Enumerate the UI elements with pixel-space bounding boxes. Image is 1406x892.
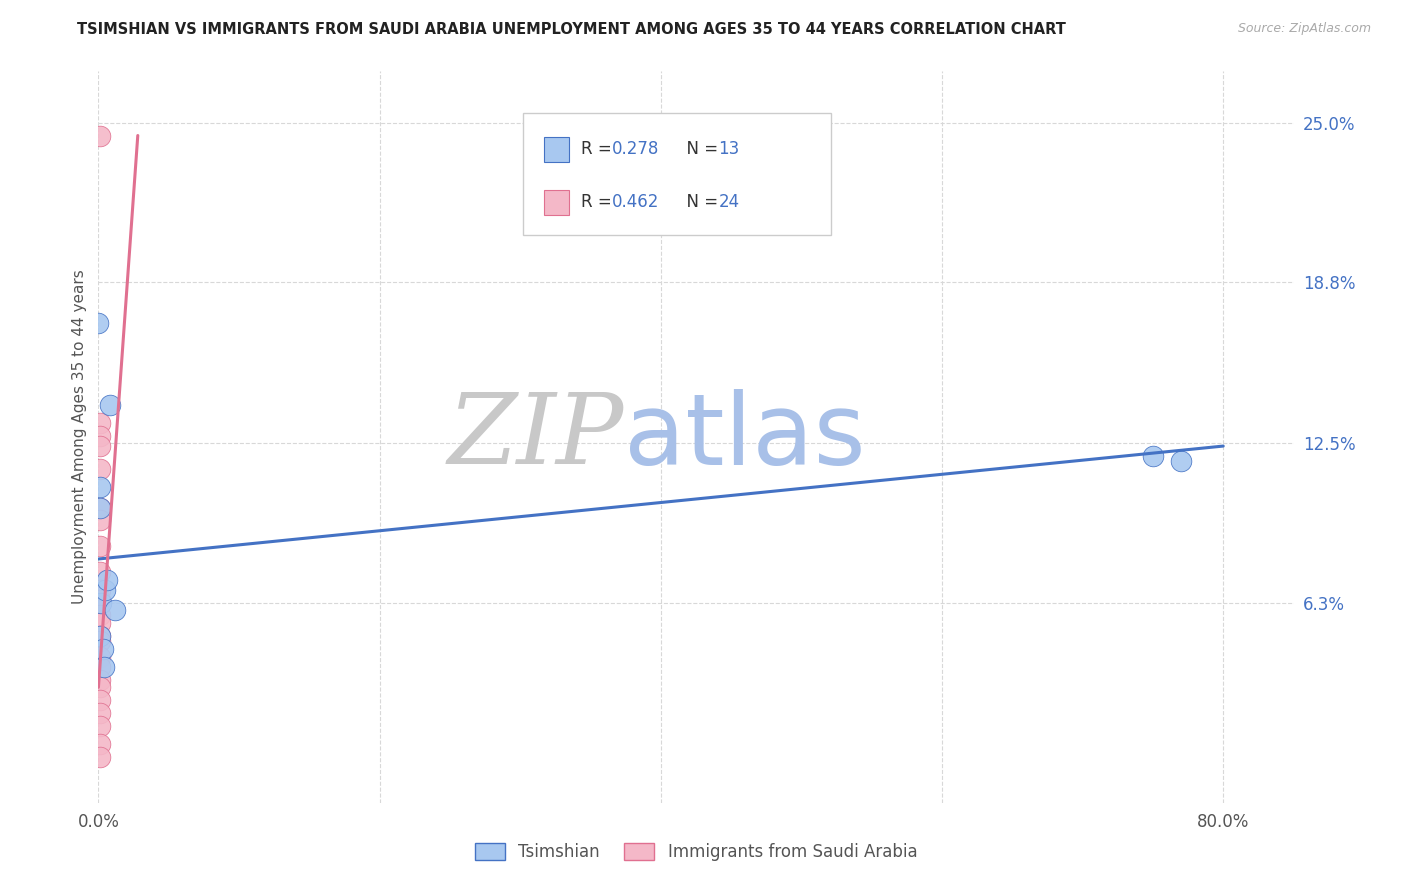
Point	[89, 629, 111, 643]
Point	[98, 398, 121, 412]
Point	[1170, 454, 1192, 468]
Text: Source: ZipAtlas.com: Source: ZipAtlas.com	[1237, 22, 1371, 36]
Point	[96, 573, 118, 587]
Point	[89, 749, 111, 764]
Point	[1142, 450, 1164, 464]
Text: R =: R =	[581, 194, 616, 211]
Point	[89, 660, 111, 674]
Point	[94, 582, 117, 597]
Point	[89, 629, 111, 643]
Point	[89, 737, 111, 751]
Point	[89, 565, 111, 579]
Point	[89, 539, 111, 553]
Point	[89, 416, 111, 430]
Point	[89, 719, 111, 733]
Point	[89, 514, 111, 528]
Point	[89, 429, 111, 443]
Point	[89, 608, 111, 623]
Text: N =: N =	[676, 194, 724, 211]
Legend: Tsimshian, Immigrants from Saudi Arabia: Tsimshian, Immigrants from Saudi Arabia	[468, 836, 924, 868]
Point	[89, 706, 111, 720]
Point	[89, 500, 111, 515]
Point	[104, 603, 127, 617]
Point	[89, 634, 111, 648]
Text: atlas: atlas	[624, 389, 866, 485]
Y-axis label: Unemployment Among Ages 35 to 44 years: Unemployment Among Ages 35 to 44 years	[72, 269, 87, 605]
Point	[89, 582, 111, 597]
Text: 24: 24	[718, 194, 740, 211]
Point	[89, 649, 111, 664]
Point	[89, 673, 111, 687]
Point	[93, 660, 115, 674]
Text: 0.278: 0.278	[612, 140, 659, 158]
Text: ZIP: ZIP	[449, 390, 624, 484]
Point	[91, 641, 114, 656]
Point	[89, 500, 111, 515]
Point	[90, 596, 112, 610]
Point	[89, 439, 111, 453]
Point	[89, 681, 111, 695]
Text: R =: R =	[581, 140, 616, 158]
Text: TSIMSHIAN VS IMMIGRANTS FROM SAUDI ARABIA UNEMPLOYMENT AMONG AGES 35 TO 44 YEARS: TSIMSHIAN VS IMMIGRANTS FROM SAUDI ARABI…	[77, 22, 1066, 37]
Point	[89, 593, 111, 607]
Point	[87, 316, 110, 330]
Text: N =: N =	[676, 140, 724, 158]
Point	[89, 616, 111, 631]
Point	[89, 693, 111, 707]
Point	[89, 128, 111, 143]
Point	[89, 480, 111, 494]
Text: 0.462: 0.462	[612, 194, 659, 211]
Text: 13: 13	[718, 140, 740, 158]
Point	[89, 462, 111, 476]
